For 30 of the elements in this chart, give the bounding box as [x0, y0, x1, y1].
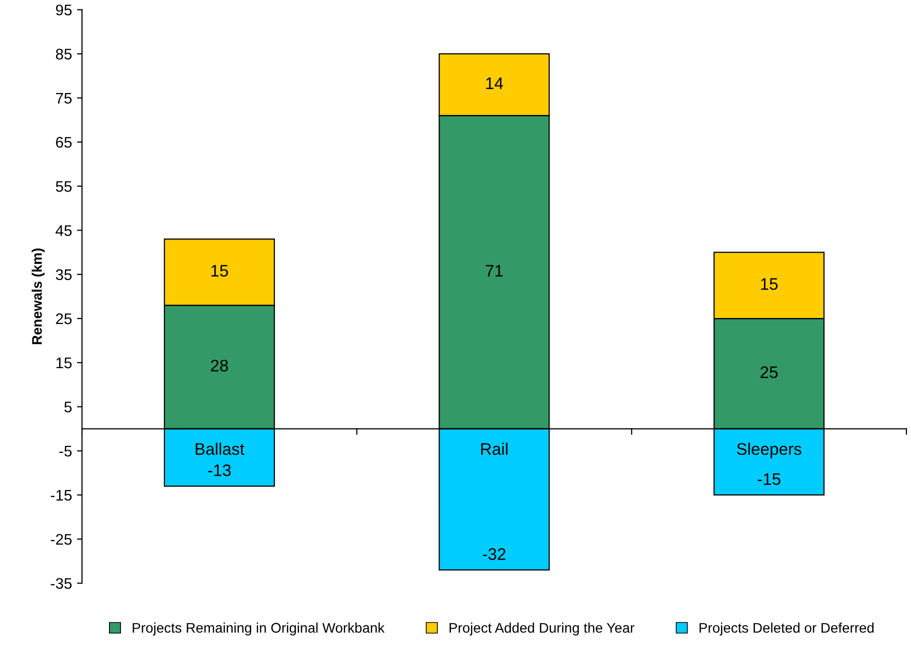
- y-tick-label: 85: [56, 48, 72, 60]
- y-tick-label: 5: [64, 402, 72, 412]
- y-tick-label: 65: [56, 136, 72, 148]
- y-tick-label: -5: [59, 446, 72, 457]
- data-label: -13: [208, 464, 231, 476]
- y-tick-label: 75: [56, 92, 72, 104]
- y-tick-label: 95: [56, 4, 72, 16]
- x-tick-label: Ballast: [196, 442, 244, 455]
- data-label: -32: [482, 548, 506, 560]
- y-tick-label: -15: [50, 490, 72, 501]
- legend-label: Projects Deleted or Deferred: [700, 622, 874, 636]
- y-axis-title: Renewals (km): [32, 248, 45, 344]
- y-tick-label: 45: [56, 225, 72, 236]
- x-tick-label: Rail: [481, 442, 508, 455]
- legend-label: Projects Remaining in Original Workbank: [132, 622, 385, 636]
- data-label: -15: [758, 473, 780, 485]
- x-tick-label: Sleepers: [736, 442, 802, 458]
- data-label: 15: [761, 278, 778, 290]
- data-label: 71: [486, 265, 503, 277]
- data-label: 25: [760, 366, 778, 378]
- data-label: 28: [210, 360, 228, 372]
- y-tick-label: 35: [56, 269, 72, 280]
- y-tick-label: -35: [50, 578, 72, 589]
- data-label: 15: [211, 265, 228, 277]
- y-tick-label: -25: [50, 534, 72, 545]
- data-label: 14: [486, 78, 503, 90]
- legend-label: Project Added During the Year: [450, 622, 634, 636]
- y-tick-label: 15: [56, 358, 72, 368]
- y-tick-label: 55: [56, 181, 72, 192]
- y-tick-label: 25: [56, 313, 72, 324]
